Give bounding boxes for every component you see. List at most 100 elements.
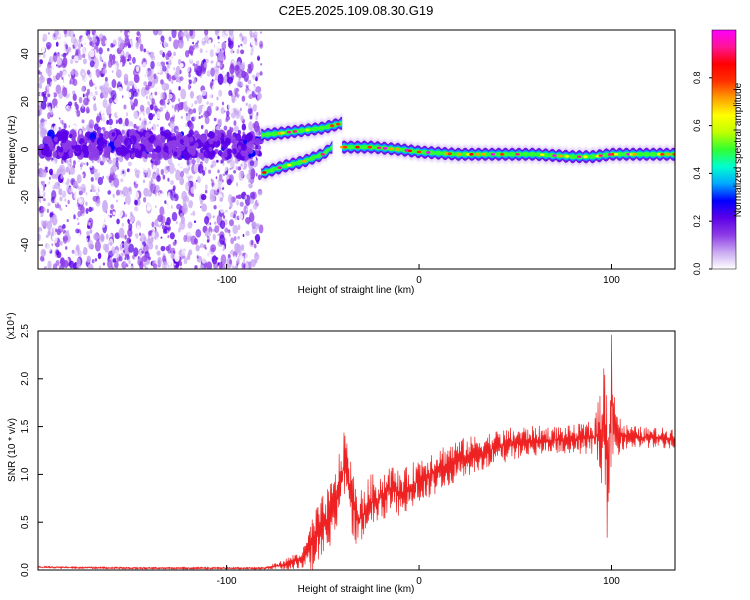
noise-speck — [214, 76, 218, 81]
noise-speck — [254, 234, 261, 243]
noise-speck — [174, 72, 178, 78]
noise-speck — [210, 164, 213, 168]
noise-band-blob — [255, 145, 259, 150]
noise-speck — [82, 246, 88, 256]
noise-speck — [240, 43, 243, 46]
noise-speck — [195, 87, 201, 97]
noise-speck — [224, 263, 227, 266]
snr-ylabel: SNR (10 * v/v) — [7, 418, 18, 482]
noise-speck — [201, 65, 207, 75]
noise-speck — [246, 260, 249, 263]
noise-speck — [143, 81, 148, 86]
noise-speck — [179, 62, 184, 68]
noise-speck — [101, 84, 106, 91]
noise-speck — [132, 235, 137, 243]
noise-speck — [179, 76, 184, 81]
noise-speck — [99, 233, 105, 243]
noise-speck — [56, 251, 62, 259]
noise-speck — [248, 179, 251, 183]
noise-speck — [130, 263, 134, 267]
noise-speck — [38, 184, 44, 192]
noise-speck — [187, 221, 193, 229]
noise-speck — [206, 101, 209, 105]
noise-speck — [100, 107, 105, 115]
noise-speck — [192, 108, 197, 114]
spectrogram-ylabel: Frequency (Hz) — [7, 116, 18, 185]
noise-speck — [46, 83, 51, 91]
noise-speck — [115, 160, 119, 168]
spectrogram-marks — [38, 30, 675, 269]
noise-speck — [128, 243, 134, 253]
noise-speck — [51, 214, 58, 226]
noise-speck — [152, 263, 158, 269]
noise-speck — [213, 205, 217, 210]
noise-speck — [140, 188, 143, 193]
noise-speck — [227, 37, 231, 43]
noise-speck — [162, 65, 167, 72]
noise-speck — [102, 175, 104, 180]
noise-speck — [112, 109, 116, 114]
noise-speck — [42, 164, 46, 171]
noise-speck — [139, 232, 141, 237]
noise-speck — [50, 80, 54, 88]
noise-speck — [175, 188, 180, 194]
noise-speck — [222, 83, 228, 91]
noise-speck — [241, 244, 245, 250]
noise-speck — [188, 79, 192, 85]
noise-speck — [45, 66, 51, 74]
track-peak — [598, 154, 603, 157]
track-peak — [657, 152, 662, 156]
noise-speck — [173, 125, 179, 134]
track-peak — [395, 148, 400, 151]
noise-speck — [230, 48, 234, 54]
noise-speck — [142, 217, 146, 223]
noise-speck — [86, 124, 90, 132]
noise-speck — [148, 112, 154, 121]
noise-speck — [203, 61, 208, 68]
noise-speck — [87, 172, 91, 177]
noise-speck — [250, 258, 256, 268]
noise-speck — [96, 115, 101, 123]
noise-speck — [244, 261, 251, 269]
noise-speck — [255, 41, 258, 46]
noise-speck — [188, 45, 194, 55]
noise-speck — [42, 120, 49, 131]
noise-speck — [161, 224, 165, 230]
noise-speck — [94, 86, 97, 90]
noise-speck — [190, 235, 197, 245]
noise-speck — [167, 249, 172, 254]
snr-x-tick-label: -100 — [217, 576, 237, 587]
noise-speck — [56, 57, 62, 66]
noise-speck — [95, 250, 98, 254]
colorbar-tick-label: 0.6 — [692, 119, 702, 132]
track-peak — [305, 128, 310, 132]
noise-speck — [81, 35, 87, 46]
noise-band-blob — [113, 138, 122, 149]
noise-speck — [56, 228, 61, 236]
noise-speck — [121, 222, 125, 227]
noise-speck — [50, 182, 54, 188]
noise-speck — [213, 260, 219, 269]
noise-speck — [108, 233, 112, 238]
noise-speck — [253, 57, 256, 60]
noise-speck — [159, 122, 163, 128]
noise-speck — [159, 106, 164, 112]
noise-speck — [38, 233, 41, 242]
noise-speck — [82, 79, 88, 87]
noise-speck — [138, 171, 145, 181]
noise-speck — [39, 92, 42, 96]
track-peak — [469, 152, 474, 156]
noise-speck — [120, 51, 124, 56]
noise-speck — [99, 56, 103, 62]
noise-speck — [142, 179, 146, 184]
noise-speck — [237, 90, 241, 95]
noise-speck — [179, 177, 185, 186]
noise-band-blob — [160, 135, 166, 143]
noise-band-blob — [257, 145, 262, 151]
track-peak — [475, 152, 480, 156]
noise-speck — [117, 86, 123, 93]
colorbar-tick-label: 0.8 — [692, 72, 702, 85]
noise-speck — [184, 126, 187, 129]
noise-speck — [224, 105, 228, 110]
